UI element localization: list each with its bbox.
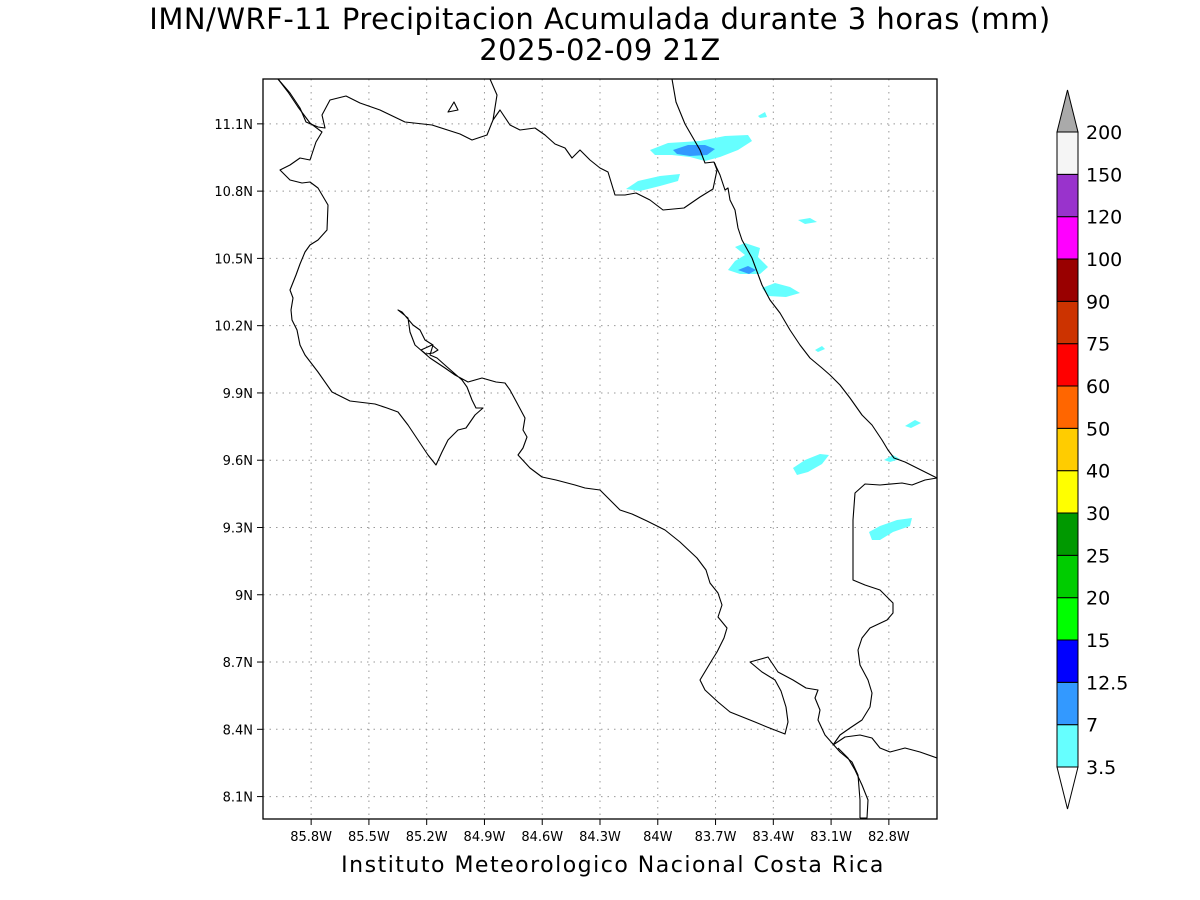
costa-rica-coastline [277, 79, 718, 211]
colorbar-swatch [1056, 258, 1079, 302]
panama-border [832, 477, 937, 759]
colorbar-swatch [1056, 343, 1079, 387]
colorbar-level-label: 15 [1086, 630, 1110, 652]
caribbean-coast [713, 161, 937, 479]
lon-tick-label: 85.2W [406, 830, 448, 845]
lat-tick-label: 9.9N [223, 387, 253, 402]
rain-area-small-1 [758, 112, 767, 118]
footer-credit: Instituto Meteorologico Nacional Costa R… [341, 853, 885, 878]
rain-area-east-1-core [738, 266, 756, 274]
colorbar-swatch [1056, 554, 1079, 599]
rain-area-small-5 [884, 455, 900, 462]
lat-tick-label: 10.8N [214, 185, 253, 200]
colorbar-level-label: 12.5 [1086, 672, 1128, 694]
colorbar-swatch [1056, 427, 1079, 472]
colorbar-swatch [1056, 173, 1079, 218]
nicaragua-border [671, 79, 715, 164]
lon-tick-label: 82.8W [868, 830, 910, 845]
lake-nicaragua-edge [447, 101, 459, 113]
colorbar-level-label: 150 [1086, 164, 1122, 186]
lat-tick-label: 8.4N [223, 723, 253, 738]
colorbar-swatch [1056, 385, 1079, 429]
rain-area-small-4 [905, 420, 921, 428]
rain-area-north-1-core [673, 145, 715, 156]
colorbar-legend: 3.5 7 12.5 15 20 25 30 40 50 60 75 90 100 120 150 200 [1056, 89, 1128, 810]
colorbar-level-label: 200 [1086, 122, 1122, 144]
map-title: IMN/WRF-11 Precipitacion Acumulada duran… [149, 2, 1051, 36]
lon-tick-label: 84.3W [579, 830, 621, 845]
axis-ticks: 85.8W 85.5W 85.2W 84.9W 84.6W 84.3W 84W 83.7W 83… [214, 118, 910, 845]
lat-lon-grid [263, 79, 937, 819]
colorbar-level-label: 120 [1086, 207, 1122, 229]
colorbar-level-label: 40 [1086, 461, 1110, 483]
map-frame [262, 78, 938, 820]
colorbar-swatch [1056, 724, 1079, 768]
rain-area-east-3 [793, 454, 829, 475]
lat-tick-label: 8.7N [223, 656, 253, 671]
lon-tick-label: 83.1W [810, 830, 852, 845]
colorbar-over-arrow [1056, 89, 1079, 133]
lat-tick-label: 9.3N [223, 521, 253, 536]
colorbar-level-label: 60 [1086, 376, 1110, 398]
lat-tick-label: 10.2N [214, 320, 253, 335]
nicoya-island [420, 344, 439, 355]
rain-area-east-1 [728, 243, 768, 274]
lat-tick-label: 9.6N [223, 454, 253, 469]
lon-tick-label: 83.7W [695, 830, 737, 845]
map-datetime: 2025-02-09 21Z [479, 33, 721, 67]
rain-area-east-2 [762, 283, 800, 297]
lat-tick-label: 10.5N [214, 252, 253, 267]
colorbar-level-label: 90 [1086, 291, 1110, 313]
lon-tick-label: 85.5W [348, 830, 390, 845]
rain-area-north-2 [626, 174, 680, 191]
colorbar-swatch [1056, 300, 1079, 345]
pacific-coast-north [277, 79, 861, 818]
colorbar-level-label: 7 [1086, 715, 1098, 737]
lon-tick-label: 83.4W [752, 830, 794, 845]
lat-tick-label: 11.1N [214, 118, 253, 133]
colorbar-level-label: 25 [1086, 545, 1110, 567]
colorbar-swatch [1056, 216, 1079, 260]
lat-tick-label: 8.1N [223, 791, 253, 806]
coastlines-and-borders [277, 79, 937, 819]
colorbar-under-arrow [1056, 766, 1079, 810]
rain-area-southeast [869, 518, 912, 540]
lat-tick-label: 9N [235, 589, 253, 604]
colorbar-swatch [1056, 470, 1079, 514]
colorbar-level-label: 20 [1086, 588, 1110, 610]
lon-tick-label: 84.6W [521, 830, 563, 845]
colorbar-level-label: 3.5 [1086, 757, 1116, 779]
colorbar-swatch [1056, 512, 1079, 556]
precipitation-areas [626, 112, 921, 540]
rain-area-small-3 [815, 346, 825, 352]
osa-peninsula-inner [837, 747, 869, 819]
lon-tick-label: 84.9W [464, 830, 506, 845]
lon-tick-label: 84W [643, 830, 673, 845]
colorbar-level-label: 75 [1086, 334, 1110, 356]
colorbar-swatch [1056, 597, 1079, 641]
rain-area-small-2 [798, 218, 817, 224]
colorbar-swatch [1056, 681, 1079, 726]
lon-tick-label: 85.8W [290, 830, 332, 845]
colorbar-level-label: 100 [1086, 249, 1122, 271]
colorbar-swatch [1056, 131, 1079, 175]
colorbar-level-label: 30 [1086, 503, 1110, 525]
colorbar-level-label: 50 [1086, 418, 1110, 440]
colorbar-swatch [1056, 639, 1079, 683]
